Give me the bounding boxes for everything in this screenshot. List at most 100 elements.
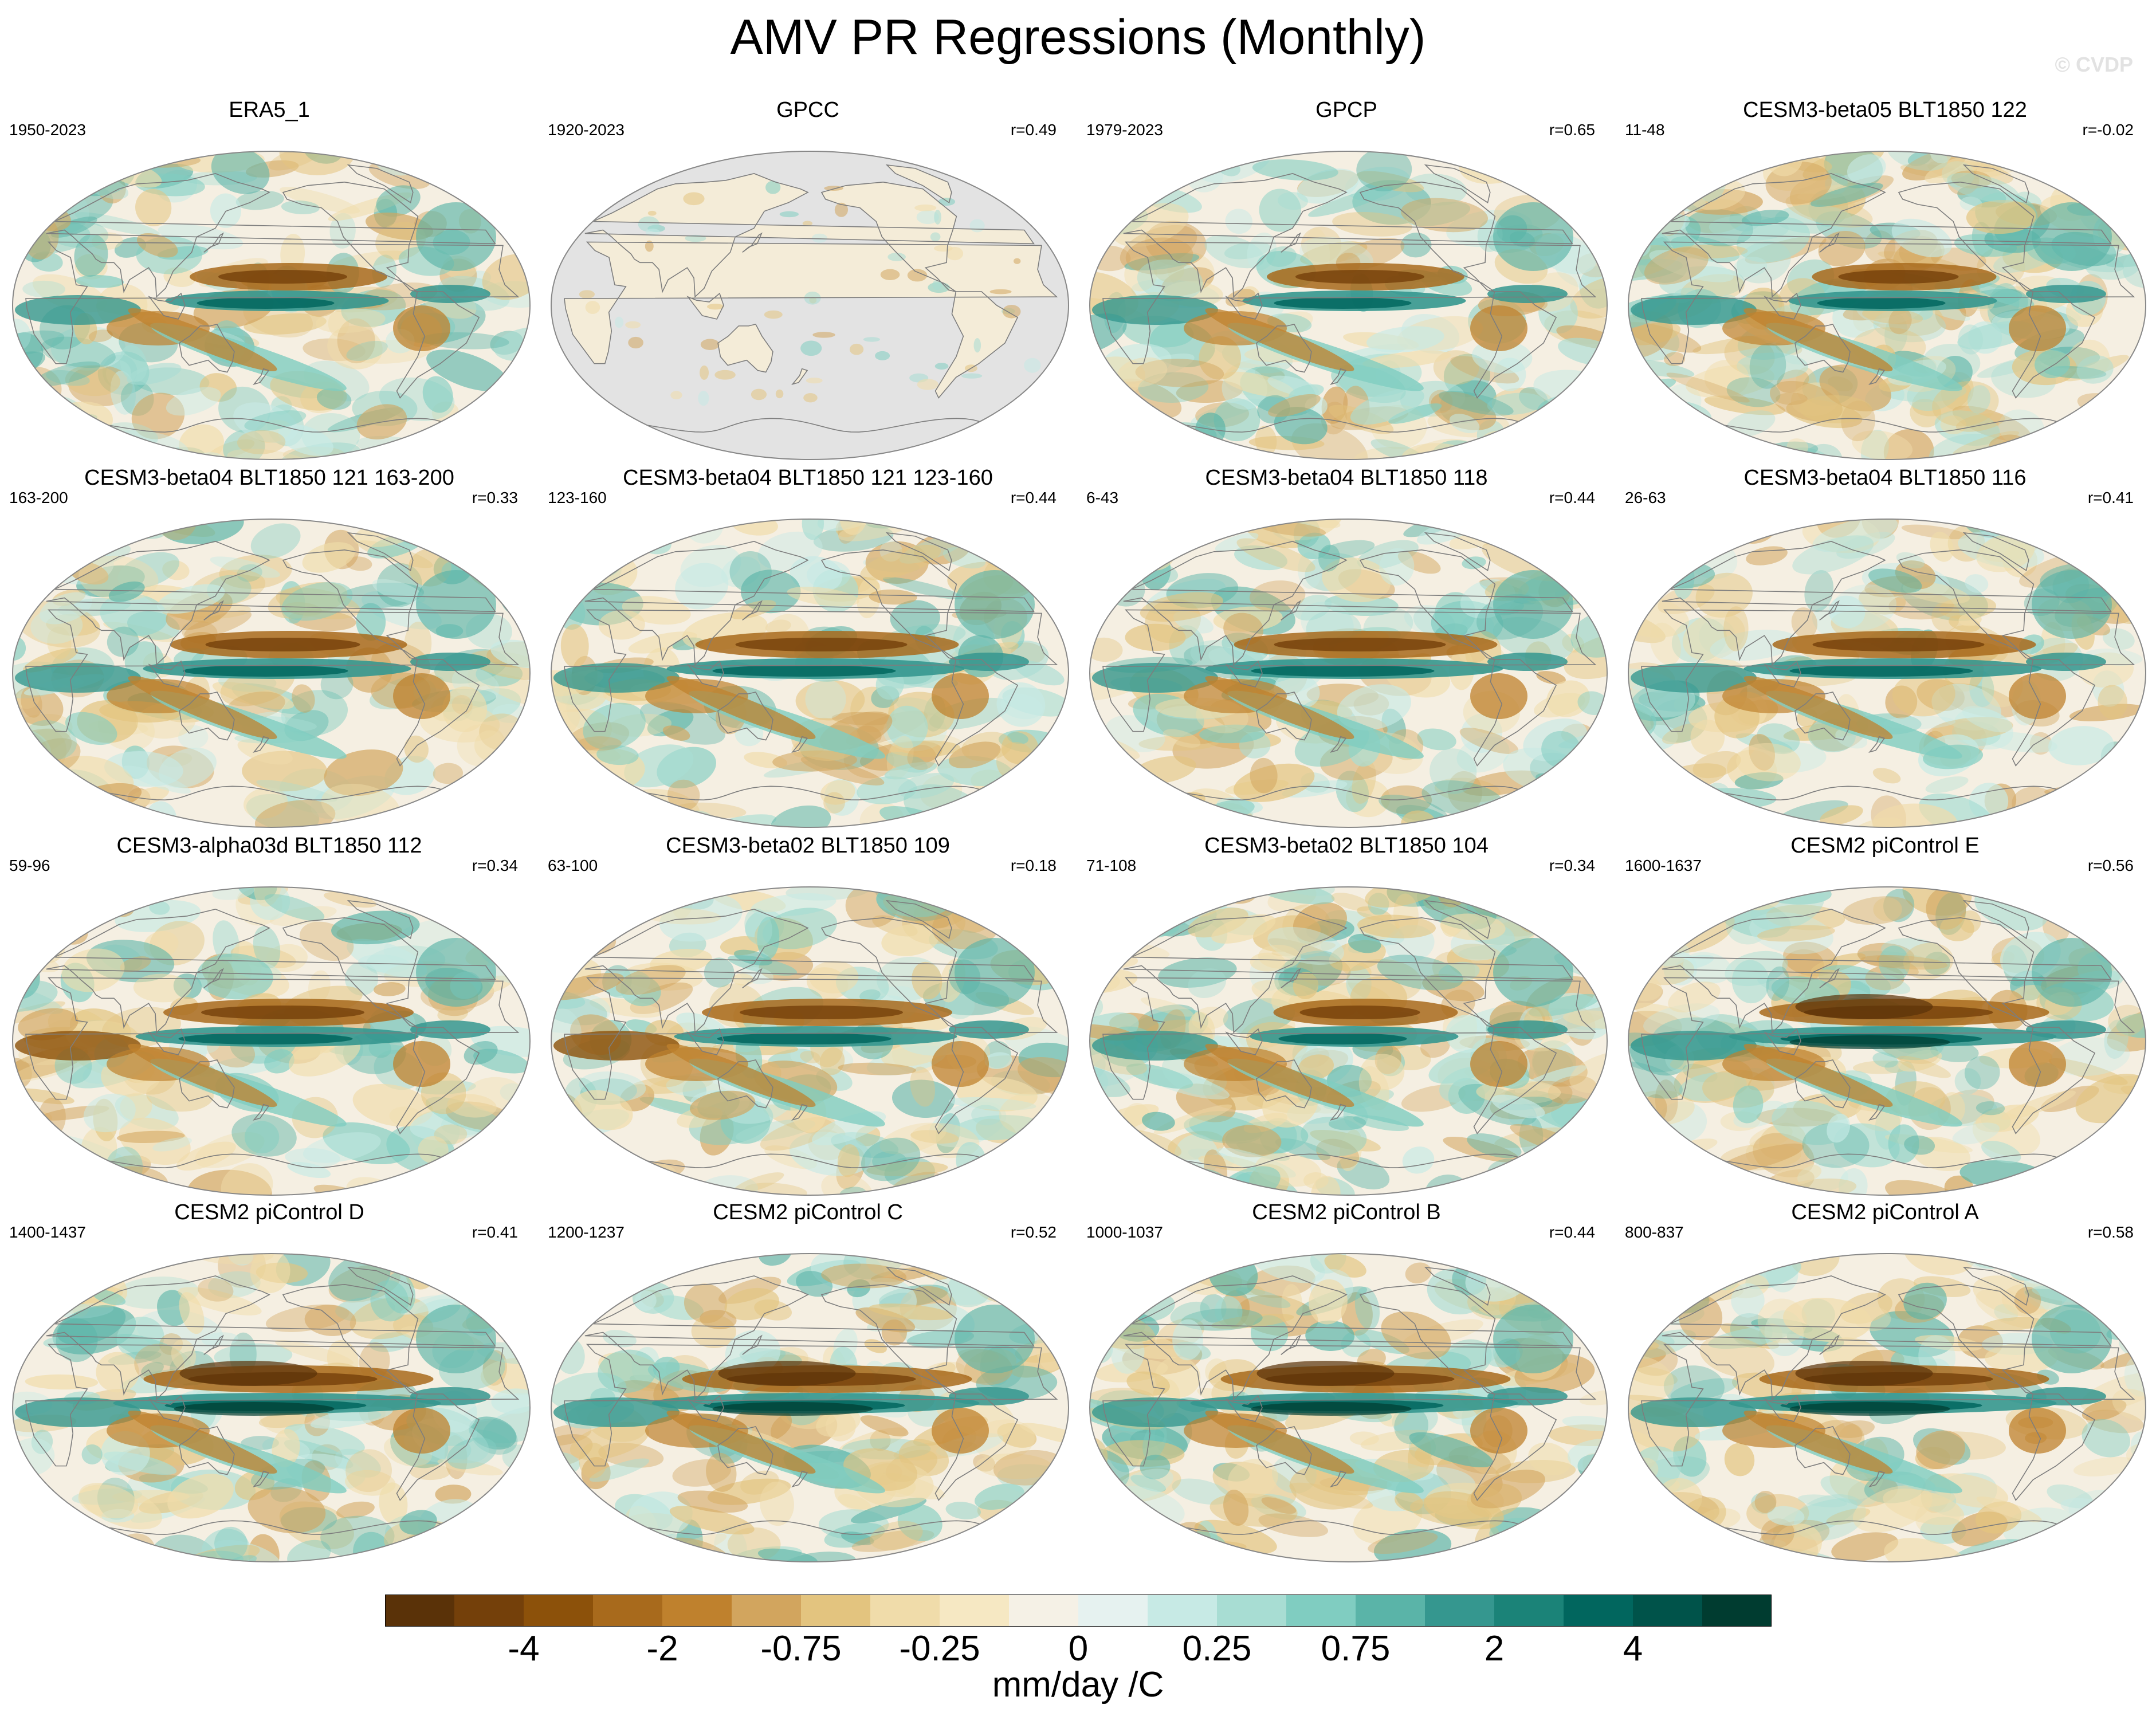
colorbar-swatch xyxy=(1564,1595,1633,1627)
panel-correlation: r=0.58 xyxy=(2087,1223,2134,1241)
regression-map xyxy=(551,1253,1069,1562)
map-panel: CESM3-beta05 BLT1850 122 11-48 r=-0.02 xyxy=(1616,96,2154,463)
colorbar-swatch xyxy=(870,1595,940,1627)
panel-title: CESM2 piControl D xyxy=(174,1200,364,1224)
panel-title: CESM2 piControl A xyxy=(1791,1200,1979,1224)
regression-map xyxy=(1628,886,2146,1196)
panel-period: 59-96 xyxy=(9,857,50,874)
panel-title: CESM3-beta02 BLT1850 104 xyxy=(1204,834,1489,858)
colorbar-swatch xyxy=(1633,1595,1703,1627)
map-panel: CESM2 piControl C 1200-1237 r=0.52 xyxy=(539,1199,1077,1565)
panel-correlation: r=0.49 xyxy=(1010,121,1057,139)
panel-correlation: r=0.34 xyxy=(472,857,518,874)
panel-title: CESM3-beta05 BLT1850 122 xyxy=(1743,98,2027,122)
colorbar-tick-label: -2 xyxy=(646,1629,678,1668)
panel-period: 800-837 xyxy=(1625,1223,1684,1241)
panel-period: 163-200 xyxy=(9,489,68,506)
panel-correlation: r=0.56 xyxy=(2087,857,2134,874)
panel-period: 1979-2023 xyxy=(1086,121,1163,139)
panel-period: 71-108 xyxy=(1086,857,1137,874)
panel-correlation: r=0.41 xyxy=(2087,489,2134,506)
cvdp-watermark: © CVDP xyxy=(2055,53,2133,76)
map-panel: GPCC 1920-2023 r=0.49 xyxy=(539,96,1077,463)
panel-title: CESM2 piControl E xyxy=(1790,834,1980,858)
panel-period: 1600-1637 xyxy=(1625,857,1702,874)
colorbar-swatch xyxy=(1217,1595,1287,1627)
colorbar-swatch xyxy=(732,1595,802,1627)
panel-correlation: r=0.33 xyxy=(472,489,518,506)
regression-map xyxy=(551,886,1069,1196)
colorbar-swatch xyxy=(1009,1595,1079,1627)
colorbar-tick-label: 0 xyxy=(1068,1629,1089,1668)
panel-period: 11-48 xyxy=(1625,121,1665,139)
colorbar-swatch xyxy=(1078,1595,1148,1627)
colorbar-swatch xyxy=(801,1595,871,1627)
panel-title: CESM3-beta04 BLT1850 121 123-160 xyxy=(623,466,993,490)
regression-map xyxy=(1628,1253,2146,1562)
colorbar-swatches xyxy=(385,1595,1772,1627)
map-panel: ERA5_1 1950-2023 xyxy=(0,96,539,463)
panel-correlation: r=0.34 xyxy=(1549,857,1595,874)
map-panel: CESM2 piControl A 800-837 r=0.58 xyxy=(1616,1199,2154,1565)
map-panel: CESM3-beta04 BLT1850 121 123-160 123-160 r… xyxy=(539,464,1077,831)
map-panel: CESM2 piControl D 1400-1437 r=0.41 xyxy=(0,1199,539,1565)
colorbar-swatch xyxy=(454,1595,524,1627)
panel-title: CESM3-alpha03d BLT1850 112 xyxy=(116,834,422,858)
panel-correlation: r=0.44 xyxy=(1549,489,1595,506)
panel-title: GPCP xyxy=(1315,98,1377,122)
colorbar-tick-label: 2 xyxy=(1484,1629,1505,1668)
panel-period: 63-100 xyxy=(548,857,598,874)
regression-map xyxy=(551,151,1069,460)
panel-period: 1200-1237 xyxy=(548,1223,625,1241)
panel-title: CESM3-beta04 BLT1850 116 xyxy=(1743,466,2027,490)
regression-map xyxy=(12,519,531,828)
panel-period: 1920-2023 xyxy=(548,121,625,139)
panel-correlation: r=0.52 xyxy=(1010,1223,1057,1241)
figure-title: AMV PR Regressions (Monthly) xyxy=(730,10,1426,65)
panel-period: 26-63 xyxy=(1625,489,1666,506)
panel-period: 1400-1437 xyxy=(9,1223,86,1241)
colorbar-tick-label: 4 xyxy=(1623,1629,1643,1668)
regression-map xyxy=(1628,519,2146,828)
colorbar-swatch xyxy=(1286,1595,1356,1627)
colorbar-swatch xyxy=(593,1595,663,1627)
colorbar-tick-label: -4 xyxy=(508,1629,540,1668)
panel-title: CESM3-beta02 BLT1850 109 xyxy=(666,834,950,858)
panel-correlation: r=0.44 xyxy=(1010,489,1057,506)
colorbar-tick-labels: -4 -2 -0.75 -0.25 0 0.25 0.75 2 4 xyxy=(0,1630,2156,1668)
regression-map xyxy=(12,886,531,1196)
regression-map xyxy=(1089,519,1608,828)
colorbar-swatch xyxy=(1702,1595,1772,1627)
map-panel: CESM3-beta04 BLT1850 118 6-43 r=0.44 xyxy=(1077,464,1616,831)
colorbar-tick-label: 0.25 xyxy=(1182,1629,1252,1668)
colorbar-tick-label: 0.75 xyxy=(1321,1629,1391,1668)
regression-map xyxy=(1628,151,2146,460)
regression-map xyxy=(1089,886,1608,1196)
map-panel: CESM3-beta04 BLT1850 116 26-63 r=0.41 xyxy=(1616,464,2154,831)
panel-correlation: r=0.41 xyxy=(472,1223,518,1241)
map-panel-grid: ERA5_1 1950-2023 GPCC 1920-2023 r=0.49 GPCP 19… xyxy=(0,96,2154,1565)
map-panel: CESM3-beta02 BLT1850 109 63-100 r=0.18 xyxy=(539,832,1077,1199)
panel-title: CESM3-beta04 BLT1850 118 xyxy=(1205,466,1488,490)
colorbar xyxy=(385,1595,1772,1627)
panel-title: ERA5_1 xyxy=(229,98,310,122)
colorbar-swatch xyxy=(662,1595,732,1627)
map-panel: CESM2 piControl E 1600-1637 r=0.56 xyxy=(1616,832,2154,1199)
map-panel: CESM3-beta02 BLT1850 104 71-108 r=0.34 xyxy=(1077,832,1616,1199)
map-panel: CESM3-beta04 BLT1850 121 163-200 163-200 r… xyxy=(0,464,539,831)
colorbar-swatch xyxy=(940,1595,1010,1627)
regression-map xyxy=(551,519,1069,828)
panel-period: 123-160 xyxy=(548,489,607,506)
panel-correlation: r=0.65 xyxy=(1549,121,1595,139)
panel-title: CESM2 piControl B xyxy=(1252,1200,1441,1224)
panel-title: CESM2 piControl C xyxy=(713,1200,903,1224)
colorbar-swatch xyxy=(524,1595,594,1627)
colorbar-swatch xyxy=(1356,1595,1425,1627)
colorbar-swatch xyxy=(1148,1595,1218,1627)
colorbar-units: mm/day /C xyxy=(992,1665,1164,1705)
colorbar-swatch xyxy=(1494,1595,1564,1627)
map-panel: CESM2 piControl B 1000-1037 r=0.44 xyxy=(1077,1199,1616,1565)
regression-map xyxy=(1089,151,1608,460)
colorbar-tick-label: -0.75 xyxy=(760,1629,842,1668)
panel-correlation: r=0.18 xyxy=(1010,857,1057,874)
